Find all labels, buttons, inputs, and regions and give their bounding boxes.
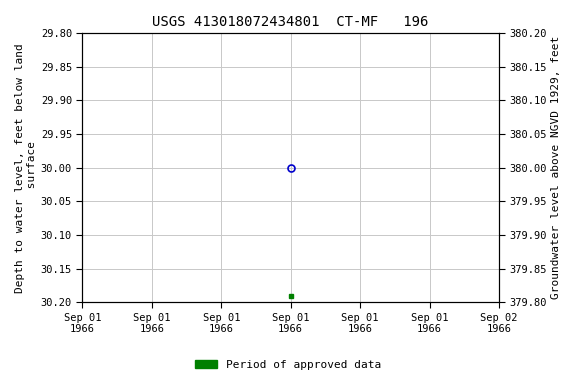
- Title: USGS 413018072434801  CT-MF   196: USGS 413018072434801 CT-MF 196: [153, 15, 429, 29]
- Y-axis label: Groundwater level above NGVD 1929, feet: Groundwater level above NGVD 1929, feet: [551, 36, 561, 299]
- Legend: Period of approved data: Period of approved data: [191, 356, 385, 375]
- Y-axis label: Depth to water level, feet below land
 surface: Depth to water level, feet below land su…: [15, 43, 37, 293]
